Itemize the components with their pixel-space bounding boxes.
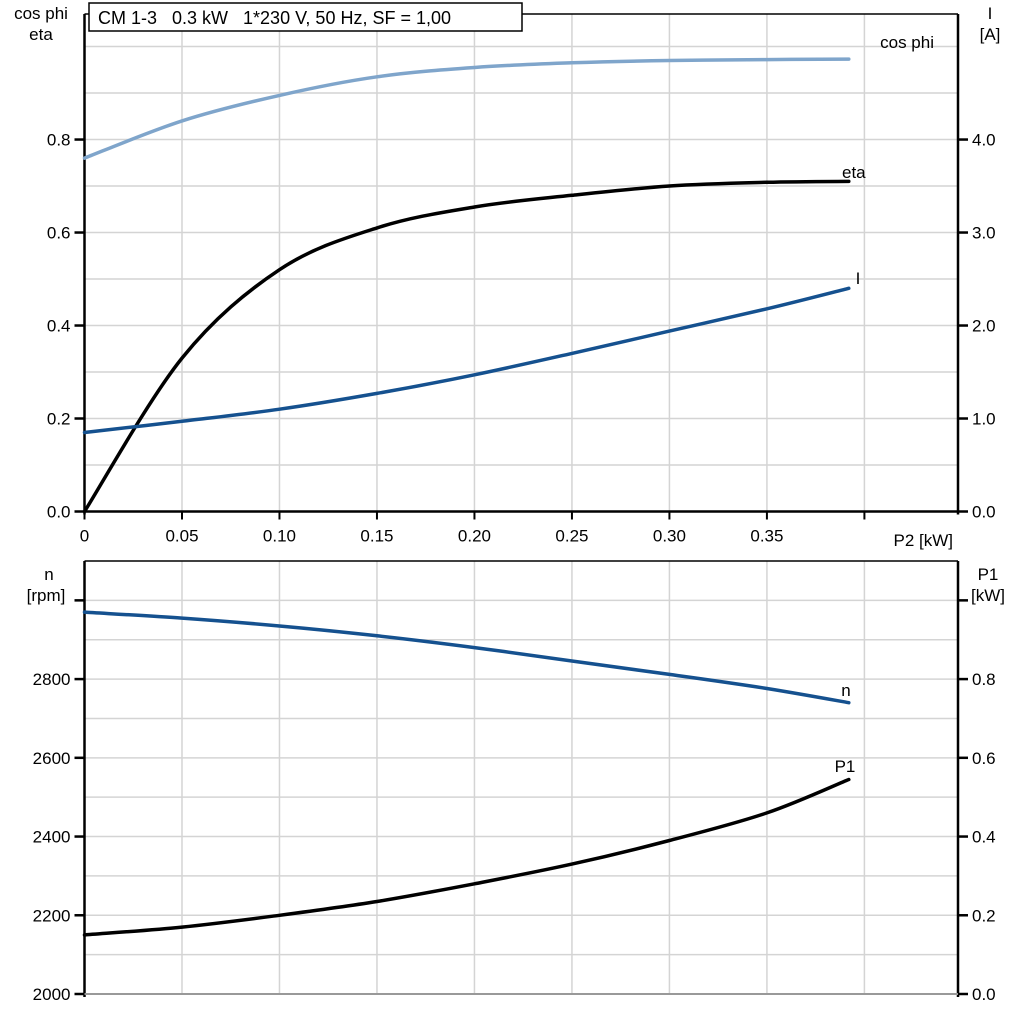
x-axis-label: P2 [kW] [893,531,953,550]
bottom-left-axis-title-line1: n [44,565,53,584]
curve-eta [82,179,851,514]
left-tick-label: 2400 [33,828,71,847]
left-tick-label: 0.8 [47,131,71,150]
curve-i [82,286,851,435]
right-tick-label: 2.0 [972,317,996,336]
x-tick-label: 0 [80,527,89,546]
curve-label-i: I [856,269,861,288]
left-tick-label: 0.2 [47,410,71,429]
right-tick-label: 4.0 [972,131,996,150]
bottom-right-axis-title-line2: [kW] [971,586,1005,605]
right-tick-label: 0.2 [972,906,996,925]
curve-label-eta: eta [842,163,866,182]
x-tick-label: 0.15 [360,527,393,546]
title-text: CM 1-3 0.3 kW 1*230 V, 50 Hz, SF = 1,00 [98,8,451,28]
top-right-axis-title-line1: I [988,4,993,23]
x-tick-label: 0.05 [165,527,198,546]
right-tick-label: 3.0 [972,224,996,243]
right-tick-label: 1.0 [972,410,996,429]
right-tick-label: 0.8 [972,670,996,689]
title-box [88,2,523,32]
left-tick-label: 0.6 [47,224,71,243]
curve-label-n: n [841,681,850,700]
left-tick-label: 2200 [33,906,71,925]
left-tick-label: 2600 [33,749,71,768]
top-left-axis-title-line1: cos phi [14,4,68,23]
curve-label-cos-phi: cos phi [880,33,934,52]
right-tick-label: 0.6 [972,749,996,768]
right-tick-label: 0.0 [972,985,996,1004]
left-tick-label: 0.4 [47,317,71,336]
curve-p1 [82,777,851,937]
x-tick-label: 0.10 [263,527,296,546]
right-tick-label: 0.0 [972,503,996,522]
curve-cos-phi [82,57,851,160]
curve-n [82,610,851,705]
x-tick-label: 0.25 [555,527,588,546]
top-left-axis-title-line2: eta [29,25,53,44]
left-tick-label: 2800 [33,670,71,689]
bottom-chart: 2000 2200 2400 2600 2800 0.0 0.2 0.4 0.6 0.8 n P1 [33,560,996,1004]
left-tick-label: 2000 [33,985,71,1004]
right-tick-label: 0.4 [972,828,996,847]
top-right-axis-title-line2: [A] [980,25,1001,44]
left-tick-label: 0.0 [47,503,71,522]
top-chart: 0.0 0.2 0.4 0.6 0.8 0.0 1.0 2.0 3.0 4.0 0 0.05 0.10 0… [47,13,996,546]
bottom-left-axis-title-line2: [rpm] [27,586,66,605]
x-tick-label: 0.30 [653,527,686,546]
x-tick-label: 0.20 [458,527,491,546]
curve-label-p1: P1 [835,757,856,776]
x-tick-label: 0.35 [750,527,783,546]
bottom-right-axis-title-line1: P1 [978,565,999,584]
